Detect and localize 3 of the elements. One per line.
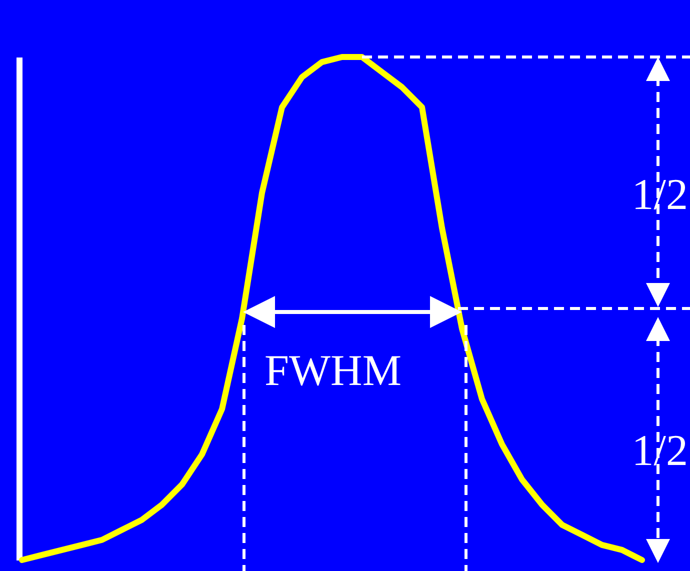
annotation: 1/2: [632, 170, 688, 219]
annotation: FWHM: [264, 346, 402, 395]
annotation: 1/2: [632, 426, 688, 475]
